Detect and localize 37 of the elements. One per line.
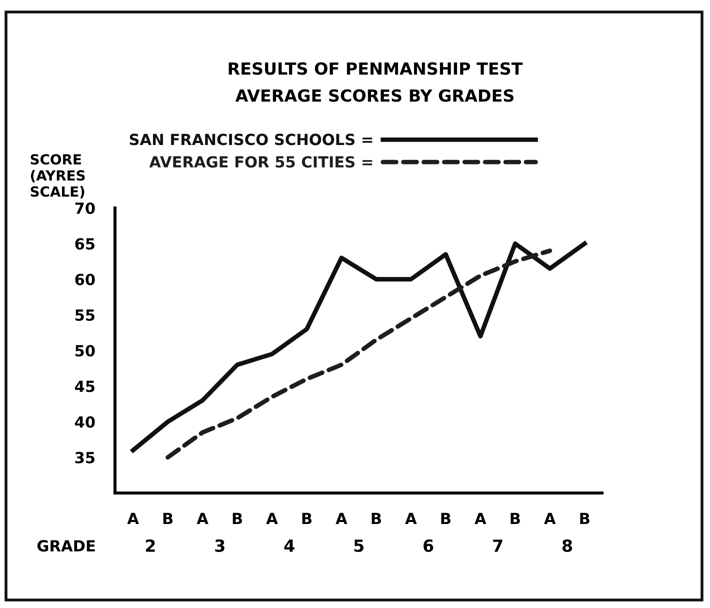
x-tick-label: B bbox=[302, 512, 312, 524]
x-tick-label: A bbox=[127, 512, 139, 524]
y-tick-label: 35 bbox=[75, 452, 94, 464]
y-tick-label: 65 bbox=[75, 238, 94, 250]
text: AVERAGE FOR 55 CITIES = bbox=[149, 156, 372, 168]
y-tick-label: 45 bbox=[74, 380, 94, 392]
y-tick-label: 55 bbox=[75, 310, 94, 321]
x-tick-label: A bbox=[544, 512, 556, 524]
x-tick-label: A bbox=[336, 512, 348, 524]
text: 4 bbox=[284, 540, 294, 552]
text: 2 bbox=[146, 539, 155, 552]
x-tick-label: A bbox=[266, 512, 278, 524]
x-tick-label: B bbox=[163, 512, 173, 524]
x-tick-label: A bbox=[196, 512, 208, 524]
line-series bbox=[166, 248, 552, 460]
x-tick-label: B bbox=[372, 512, 381, 524]
x-tick-label: A bbox=[405, 512, 417, 524]
chart-title: RESULTS OF PENMANSHIP TEST bbox=[228, 62, 523, 75]
text: 5 bbox=[354, 540, 364, 552]
x-tick-label: B bbox=[232, 512, 242, 524]
y-tick-label: 60 bbox=[75, 274, 95, 286]
y-tick-label: 50 bbox=[75, 344, 95, 357]
text: 3 bbox=[215, 539, 224, 552]
text: SAN FRANCISCO SCHOOLS = bbox=[130, 134, 372, 146]
text: 7 bbox=[493, 540, 502, 552]
x-axis-title: GRADE bbox=[37, 540, 95, 552]
x-tick-label: B bbox=[510, 512, 520, 524]
chart-subtitle: AVERAGE SCORES BY GRADES bbox=[235, 89, 514, 102]
x-tick-label: B bbox=[580, 512, 590, 524]
x-tick-label: B bbox=[441, 512, 450, 524]
x-tick-label: A bbox=[474, 512, 486, 524]
y-tick-label: 40 bbox=[74, 416, 95, 428]
y-axis-title: SCORE (AYRES SCALE) bbox=[30, 154, 85, 198]
line-series bbox=[130, 241, 587, 452]
text: 6 bbox=[424, 539, 434, 552]
text: 8 bbox=[562, 539, 572, 552]
y-tick-label: 70 bbox=[75, 202, 95, 214]
